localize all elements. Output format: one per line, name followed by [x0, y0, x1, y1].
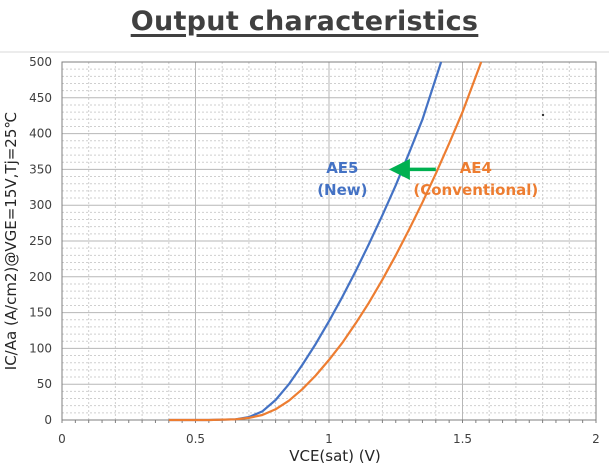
- y-tick-label: 450: [29, 91, 52, 105]
- y-tick-label: 0: [44, 413, 52, 427]
- x-axis-label: VCE(sat) (V): [289, 447, 381, 465]
- y-axis-label: IC/Aa (A/cm2)@VGE=15V,Tj=25℃: [2, 112, 20, 370]
- y-tick-label: 200: [29, 270, 52, 284]
- y-tick-label: 350: [29, 162, 52, 176]
- y-tick-label: 300: [29, 198, 52, 212]
- series-label-ae4: AE4: [460, 159, 492, 177]
- x-tick-label: 1.5: [453, 432, 472, 446]
- series-line-ae4: [168, 61, 483, 422]
- y-tick-label: 500: [29, 55, 52, 69]
- x-tick-label: 0: [58, 432, 66, 446]
- y-tick-label: 50: [37, 377, 52, 391]
- y-tick-label: 100: [29, 341, 52, 355]
- series-label-ae4: (Conventional): [413, 181, 538, 199]
- stray-dot: [541, 113, 545, 117]
- page-title: Output characteristics: [130, 6, 479, 37]
- x-tick-label: 0.5: [186, 432, 205, 446]
- series-label-ae5: (New): [317, 181, 367, 199]
- y-tick-label: 150: [29, 306, 52, 320]
- y-tick-label: 250: [29, 234, 52, 248]
- x-tick-label: 1: [325, 432, 333, 446]
- x-tick-label: 2: [592, 432, 600, 446]
- y-tick-label: 400: [29, 127, 52, 141]
- series-label-ae5: AE5: [326, 159, 358, 177]
